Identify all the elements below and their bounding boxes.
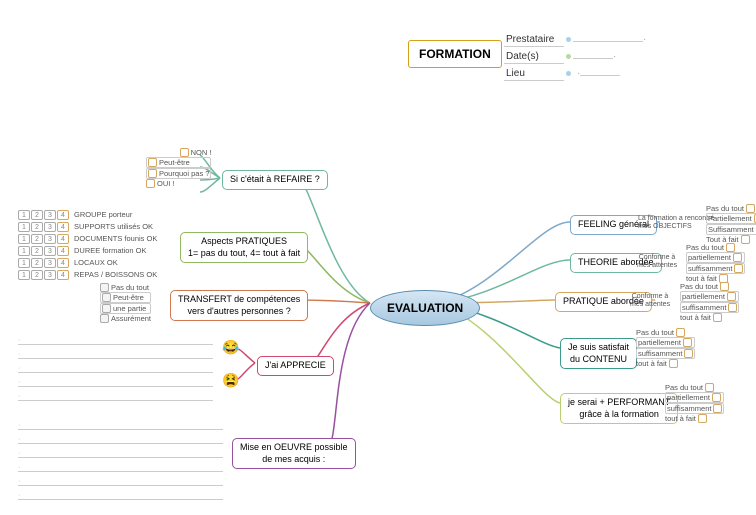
branch-contenu: Je suis satisfaitdu CONTENU <box>560 338 637 369</box>
branch-performant: je serai + PERFORMANTgrâce à la formatio… <box>560 393 678 424</box>
opts-feeling: Pas du tout Partiellement Suffisamment T… <box>706 204 756 244</box>
branch-refaire: Si c'était à REFAIRE ? <box>222 170 328 190</box>
emoji-happy: 😂 <box>222 339 239 356</box>
lines-oeuvre: · · · · · · <box>18 420 223 500</box>
opts-performant: Pas du tout partiellement suffisamment t… <box>665 383 724 423</box>
opts-transfert: Pas du tout Peut-être une partie Assurém… <box>100 283 151 323</box>
formation-meta: Prestataire· Date(s)· Lieu· <box>504 30 646 81</box>
branch-apprecie: J'ai APPRECIE <box>257 356 334 376</box>
branch-oeuvre: Mise en OEUVRE possiblede mes acquis : <box>232 438 356 469</box>
sub-pratique: Conforme àmes attentes <box>630 293 670 308</box>
lines-apprecie: · · · · · <box>18 335 213 401</box>
center-node: EVALUATION <box>370 290 480 326</box>
sub-feeling: La formation a rencontrémes OBJECTIFS <box>638 215 714 230</box>
ratings-aspects: 1234GROUPE porteur 1234SUPPORTS utilisés… <box>18 210 157 280</box>
sub-theorie: Conforme àmes attentes <box>637 254 677 269</box>
branch-aspects: Aspects PRATIQUES1= pas du tout, 4= tout… <box>180 232 308 263</box>
opts-theorie: Pas du tout partiellement suffisamment t… <box>686 243 745 283</box>
formation-box: FORMATION <box>408 40 502 68</box>
opts-contenu: Pas du tout partiellement suffisamment t… <box>636 328 695 368</box>
opts-pratique: Pas du tout partiellement suffisamment t… <box>680 282 739 322</box>
emoji-sad: 😫 <box>222 372 239 389</box>
branch-transfert: TRANSFERT de compétencesvers d'autres pe… <box>170 290 308 321</box>
opts-refaire: NON ! Peut-être Pourquoi pas ? OUI ! <box>146 148 211 188</box>
